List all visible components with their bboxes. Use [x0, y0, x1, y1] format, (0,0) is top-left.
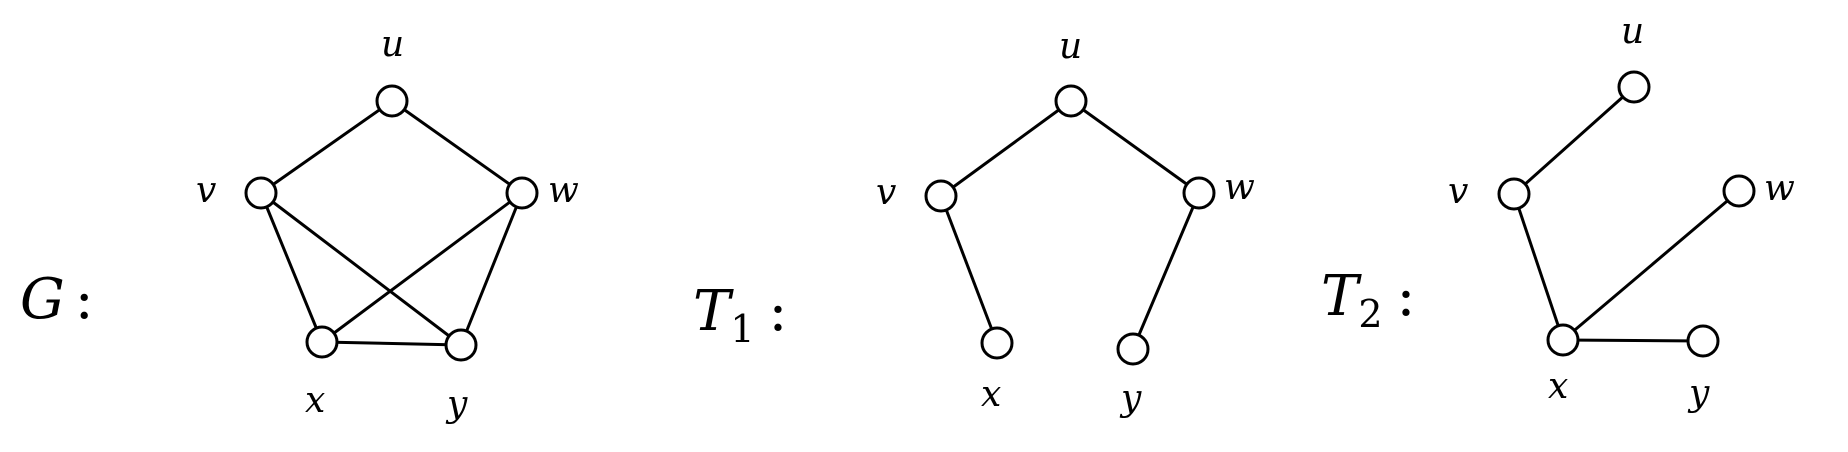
- vertex-label-T2-y: y: [1687, 373, 1710, 414]
- edge-G-v-y: [260, 191, 462, 347]
- vertex-label-G-x: x: [305, 380, 325, 421]
- graph-T2: T2: u v w x y: [1321, 11, 1795, 414]
- graph-G-nodes: [244, 84, 539, 362]
- edge-G-v-x: [259, 192, 324, 343]
- node-G-u: [375, 84, 409, 118]
- graph-T1-edges: [939, 99, 1201, 350]
- node-T1-v: [924, 179, 958, 213]
- edge-T1-v-x: [939, 195, 999, 344]
- node-T2-x: [1546, 323, 1580, 357]
- graph-T2-edges: [1512, 85, 1740, 343]
- graph-T1-vertex-labels: u v w x y: [876, 26, 1255, 419]
- vertex-label-T1-y: y: [1119, 378, 1142, 419]
- graph-label-G: G:: [20, 267, 94, 332]
- graph-T1-nodes: [924, 84, 1216, 366]
- node-T1-u: [1054, 84, 1088, 118]
- graph-T2-vertex-labels: u v w x y: [1448, 11, 1795, 414]
- node-T1-w: [1182, 176, 1216, 210]
- node-G-v: [244, 176, 278, 210]
- node-T2-v: [1497, 177, 1531, 211]
- vertex-label-G-v: v: [196, 170, 216, 211]
- graph-T1: T1: u v w x y: [693, 26, 1255, 419]
- edge-T2-v-x: [1512, 193, 1565, 341]
- vertex-label-T2-w: w: [1764, 168, 1795, 209]
- vertex-label-T2-x: x: [1548, 366, 1568, 407]
- edge-T1-w-y: [1131, 192, 1201, 350]
- edge-G-w-y: [459, 192, 524, 346]
- vertex-label-T2-v: v: [1448, 171, 1468, 212]
- edge-T1-u-v: [940, 99, 1072, 198]
- vertex-label-T1-v: v: [876, 172, 896, 213]
- edge-G-w-x: [321, 191, 523, 344]
- edge-T1-u-w: [1070, 99, 1200, 195]
- node-T2-w: [1722, 174, 1756, 208]
- node-G-y: [444, 328, 478, 362]
- edge-T2-x-y: [1562, 338, 1704, 343]
- node-T1-y: [1116, 332, 1150, 366]
- vertex-label-T2-u: u: [1621, 11, 1644, 52]
- graph-G-vertex-labels: u v w x y: [196, 24, 579, 425]
- vertex-label-G-w: w: [548, 170, 579, 211]
- vertex-label-G-y: y: [445, 384, 468, 425]
- edge-G-u-w: [391, 99, 523, 195]
- edge-G-u-v: [260, 99, 393, 195]
- graph-label-T1: T1:: [693, 279, 787, 351]
- graph-T2-nodes: [1497, 70, 1756, 358]
- edge-T2-u-v: [1513, 85, 1635, 196]
- graph-G-edges: [259, 99, 524, 347]
- node-G-x: [305, 325, 339, 359]
- vertex-label-T1-x: x: [981, 374, 1001, 415]
- graph-label-T2: T2:: [1321, 264, 1415, 336]
- edge-G-x-y: [321, 340, 462, 347]
- vertex-label-T1-w: w: [1224, 167, 1255, 208]
- node-T1-x: [980, 326, 1014, 360]
- vertex-label-T1-u: u: [1059, 26, 1082, 67]
- vertex-label-G-u: u: [381, 24, 404, 65]
- edge-T2-x-w: [1562, 189, 1740, 342]
- node-T2-u: [1617, 70, 1651, 104]
- node-T2-y: [1686, 324, 1720, 358]
- node-G-w: [505, 176, 539, 210]
- graph-G: G: u v w x y: [20, 24, 579, 425]
